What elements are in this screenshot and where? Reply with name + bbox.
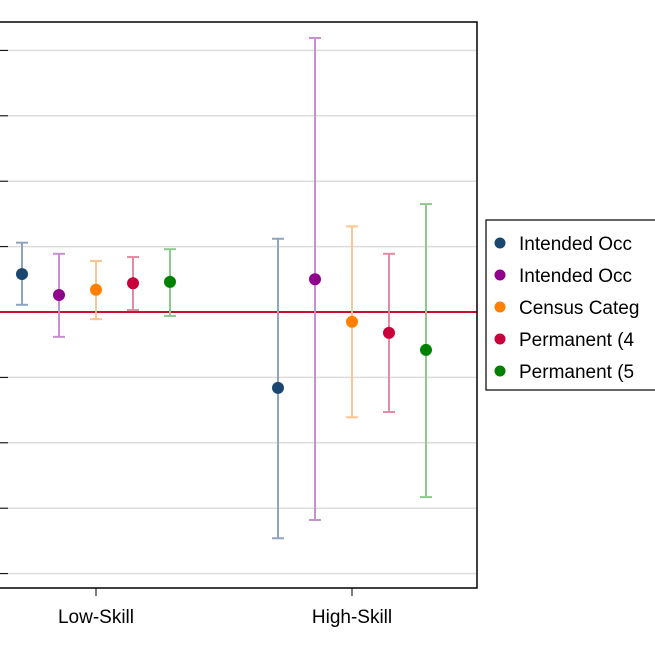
point-marker [127, 277, 139, 290]
error-bar-point [127, 256, 139, 312]
error-bar-point [16, 241, 28, 306]
point-marker [164, 275, 176, 288]
error-bar-point [164, 248, 176, 317]
legend-label: Intended Occ [519, 234, 632, 255]
point-marker [420, 343, 432, 356]
point-marker [53, 288, 65, 301]
error-bar-point [90, 259, 102, 321]
legend-label: Intended Occ [519, 266, 632, 287]
error-bar-point [420, 203, 432, 499]
legend-label: Census Categ [519, 298, 639, 319]
x-tick-label: High-Skill [312, 607, 392, 628]
point-marker [346, 315, 358, 328]
x-tick-label: Low-Skill [58, 607, 134, 628]
legend-marker [494, 333, 506, 345]
error-bar-point [53, 252, 65, 338]
legend-label: Permanent (4 [519, 330, 635, 351]
legend-marker [494, 365, 506, 377]
legend-marker [494, 237, 506, 249]
error-bar-point [272, 237, 284, 540]
legend-marker [494, 269, 506, 281]
legend-label: Permanent (5 [519, 362, 634, 383]
plot-frame [0, 21, 478, 589]
point-marker [90, 283, 102, 296]
legend-marker [494, 301, 506, 313]
error-bar-point [309, 36, 321, 521]
point-marker [16, 268, 28, 281]
legend: Intended Occ Intended Occ Census Categ Perm… [485, 219, 655, 391]
legend-box [485, 219, 655, 391]
error-bar-point [346, 225, 358, 419]
error-bar-point [383, 252, 395, 414]
point-marker [383, 326, 395, 339]
point-marker [309, 273, 321, 286]
point-marker [272, 381, 284, 394]
